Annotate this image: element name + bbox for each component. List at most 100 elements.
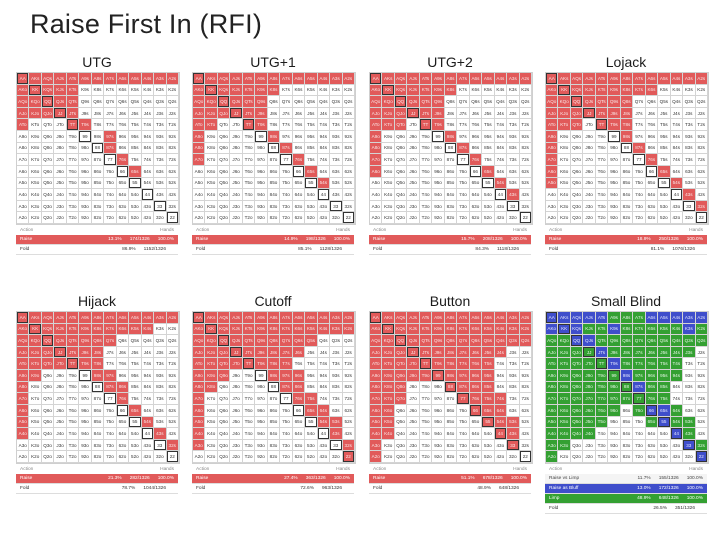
- hand-cell-ATo[interactable]: ATo: [546, 119, 559, 132]
- hand-cell-65s[interactable]: 65s: [129, 165, 142, 178]
- hand-cell-92s[interactable]: 92s: [695, 131, 708, 143]
- hand-cell-52s[interactable]: 52s: [166, 177, 179, 190]
- hand-cell-AQs[interactable]: AQs: [394, 312, 408, 324]
- hand-cell-64s[interactable]: 64s: [141, 165, 155, 178]
- hand-cell-53o[interactable]: 53o: [658, 200, 671, 213]
- hand-cell-J7s[interactable]: J7s: [457, 346, 470, 359]
- hand-cell-72s[interactable]: 72s: [695, 154, 708, 166]
- hand-cell-Q4o[interactable]: Q4o: [217, 189, 231, 201]
- hand-cell-82s[interactable]: 82s: [695, 381, 708, 394]
- hand-cell-Q9s[interactable]: Q9s: [432, 96, 445, 108]
- hand-cell-QQ[interactable]: QQ: [217, 335, 231, 347]
- hand-cell-K4o[interactable]: K4o: [558, 428, 571, 440]
- hand-cell-32o[interactable]: 32o: [507, 451, 520, 463]
- hand-cell-JTs[interactable]: JTs: [595, 107, 609, 120]
- hand-cell-88[interactable]: 88: [620, 381, 634, 394]
- hand-cell-T6o[interactable]: T6o: [419, 404, 433, 417]
- hand-cell-Q6o[interactable]: Q6o: [570, 165, 584, 178]
- hand-cell-42o[interactable]: 42o: [670, 212, 684, 224]
- hand-cell-KK[interactable]: KK: [558, 323, 571, 336]
- hand-cell-82s[interactable]: 82s: [342, 142, 355, 155]
- hand-cell-A3o[interactable]: A3o: [193, 439, 206, 452]
- hand-cell-92s[interactable]: 92s: [519, 370, 532, 382]
- hand-cell-J2s[interactable]: J2s: [519, 107, 532, 120]
- hand-cell-Q9o[interactable]: Q9o: [570, 131, 584, 143]
- hand-cell-T5s[interactable]: T5s: [482, 119, 495, 132]
- hand-cell-K6o[interactable]: K6o: [205, 165, 218, 178]
- hand-cell-J6s[interactable]: J6s: [645, 346, 659, 359]
- hand-cell-83s[interactable]: 83s: [330, 142, 343, 155]
- stats-row-fold[interactable]: Fold 81.1% 1076/1326: [545, 245, 707, 255]
- hand-cell-82s[interactable]: 82s: [166, 381, 179, 394]
- hand-cell-K4o[interactable]: K4o: [382, 189, 395, 201]
- hand-cell-Q5o[interactable]: Q5o: [41, 416, 55, 429]
- hand-cell-53s[interactable]: 53s: [507, 416, 520, 429]
- hand-cell-J9o[interactable]: J9o: [54, 131, 67, 143]
- hand-cell-Q8o[interactable]: Q8o: [394, 142, 408, 155]
- hand-cell-T6o[interactable]: T6o: [66, 165, 80, 178]
- hand-cell-T4o[interactable]: T4o: [595, 428, 609, 440]
- hand-cell-74s[interactable]: 74s: [494, 154, 508, 166]
- hand-cell-K7o[interactable]: K7o: [558, 154, 571, 166]
- hand-cell-K5o[interactable]: K5o: [205, 416, 218, 429]
- hand-cell-J2s[interactable]: J2s: [695, 346, 708, 359]
- hand-cell-52s[interactable]: 52s: [342, 177, 355, 190]
- hand-cell-52o[interactable]: 52o: [658, 212, 671, 224]
- hand-cell-K5o[interactable]: K5o: [382, 416, 395, 429]
- hand-cell-Q6s[interactable]: Q6s: [292, 96, 306, 108]
- hand-cell-95s[interactable]: 95s: [129, 131, 142, 143]
- hand-cell-K5s[interactable]: K5s: [658, 84, 671, 97]
- hand-cell-K9s[interactable]: K9s: [608, 323, 621, 336]
- hand-cell-82o[interactable]: 82o: [267, 212, 281, 224]
- hand-cell-J3s[interactable]: J3s: [683, 346, 696, 359]
- hand-cell-75s[interactable]: 75s: [482, 393, 495, 405]
- hand-cell-JTs[interactable]: JTs: [66, 346, 80, 359]
- hand-cell-52s[interactable]: 52s: [519, 416, 532, 429]
- hand-cell-86o[interactable]: 86o: [444, 404, 458, 417]
- stats-row-raise[interactable]: Raise 13.1% 174/1326 100.0%: [16, 235, 178, 245]
- hand-cell-94s[interactable]: 94s: [141, 131, 155, 143]
- hand-cell-K4o[interactable]: K4o: [29, 189, 42, 201]
- hand-cell-KQo[interactable]: KQo: [205, 335, 218, 347]
- hand-cell-T2s[interactable]: T2s: [695, 358, 708, 371]
- hand-cell-J7o[interactable]: J7o: [230, 393, 243, 405]
- hand-cell-J8s[interactable]: J8s: [620, 346, 634, 359]
- hand-cell-KTo[interactable]: KTo: [205, 119, 218, 132]
- hand-cell-64s[interactable]: 64s: [670, 165, 684, 178]
- hand-cell-K6s[interactable]: K6s: [116, 323, 130, 336]
- hand-cell-96s[interactable]: 96s: [116, 370, 130, 382]
- hand-cell-99[interactable]: 99: [608, 131, 621, 143]
- hand-cell-JTs[interactable]: JTs: [595, 346, 609, 359]
- hand-cell-T4s[interactable]: T4s: [494, 119, 508, 132]
- hand-cell-A2o[interactable]: A2o: [193, 451, 206, 463]
- hand-cell-K9s[interactable]: K9s: [79, 84, 92, 97]
- hand-cell-J4o[interactable]: J4o: [583, 428, 596, 440]
- hand-cell-K9o[interactable]: K9o: [29, 131, 42, 143]
- hand-cell-97o[interactable]: 97o: [432, 393, 445, 405]
- hand-cell-JTo[interactable]: JTo: [54, 358, 67, 371]
- hand-cell-A6s[interactable]: A6s: [292, 312, 306, 324]
- hand-cell-A2s[interactable]: A2s: [519, 312, 532, 324]
- hand-cell-K3s[interactable]: K3s: [154, 323, 167, 336]
- hand-cell-86s[interactable]: 86s: [292, 381, 306, 394]
- hand-cell-64o[interactable]: 64o: [469, 428, 483, 440]
- hand-cell-J7o[interactable]: J7o: [54, 393, 67, 405]
- hand-cell-74o[interactable]: 74o: [280, 428, 293, 440]
- hand-cell-52s[interactable]: 52s: [519, 177, 532, 190]
- hand-cell-53s[interactable]: 53s: [330, 177, 343, 190]
- hand-cell-A2o[interactable]: A2o: [193, 212, 206, 224]
- hand-cell-82o[interactable]: 82o: [620, 212, 634, 224]
- hand-cell-Q8s[interactable]: Q8s: [620, 96, 634, 108]
- hand-cell-84s[interactable]: 84s: [494, 142, 508, 155]
- hand-cell-J2o[interactable]: J2o: [54, 212, 67, 224]
- hand-cell-Q6s[interactable]: Q6s: [469, 335, 483, 347]
- hand-cell-73o[interactable]: 73o: [633, 439, 646, 452]
- hand-cell-73o[interactable]: 73o: [457, 439, 470, 452]
- hand-cell-53s[interactable]: 53s: [507, 177, 520, 190]
- hand-cell-AQo[interactable]: AQo: [193, 96, 206, 108]
- hand-cell-KJo[interactable]: KJo: [382, 346, 395, 359]
- hand-cell-75o[interactable]: 75o: [633, 177, 646, 190]
- hand-cell-Q7o[interactable]: Q7o: [41, 154, 55, 166]
- hand-cell-QTo[interactable]: QTo: [394, 119, 408, 132]
- hand-cell-98o[interactable]: 98o: [79, 142, 92, 155]
